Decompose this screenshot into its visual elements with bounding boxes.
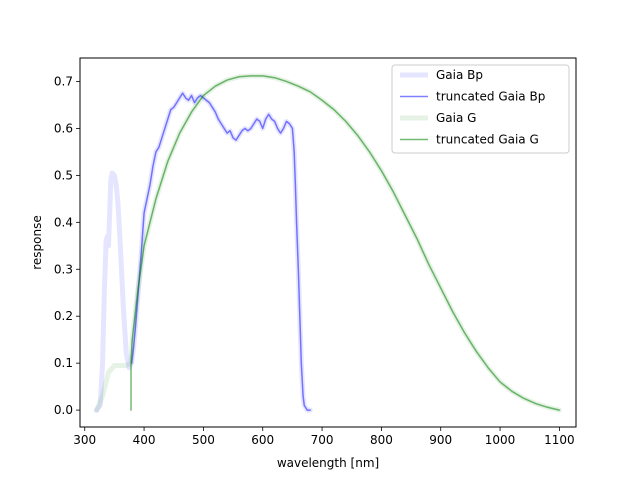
x-tick-label: 800 [370, 433, 393, 447]
legend: Gaia Bp truncated Gaia Bp Gaia G truncated … [391, 64, 570, 154]
legend-label-truncated-gaia-g: truncated Gaia G [436, 133, 539, 147]
legend-label-gaia-bp: Gaia Bp [436, 68, 483, 82]
x-tick-label: 700 [311, 433, 334, 447]
y-tick-label: 0.5 [54, 168, 73, 182]
x-tick-label: 1000 [485, 433, 516, 447]
x-tick-label: 600 [251, 433, 274, 447]
x-tick-label: 1100 [544, 433, 575, 447]
y-tick-label: 0.0 [54, 403, 73, 417]
x-tick-label: 400 [133, 433, 156, 447]
series-line-truncated-gaia-g [130, 75, 561, 411]
y-axis-label: response [30, 215, 44, 270]
y-tick-label: 0.1 [54, 356, 73, 370]
series-layer [94, 73, 562, 413]
plot-frame [79, 57, 577, 428]
x-axis-label: wavelength [nm] [277, 456, 379, 470]
y-tick-label: 0.3 [54, 262, 73, 276]
y-tick-label: 0.7 [54, 74, 73, 88]
series-line-truncated-gaia-bp [130, 92, 311, 411]
y-tick-label: 0.2 [54, 309, 73, 323]
y-axis: 0.0 0.1 0.2 0.3 0.4 0.5 0.6 0.7 [54, 74, 80, 417]
x-tick-label: 300 [73, 433, 96, 447]
x-tick-label: 500 [192, 433, 215, 447]
legend-label-truncated-gaia-bp: truncated Gaia Bp [436, 90, 545, 104]
legend-box [391, 64, 570, 154]
x-axis: 300 400 500 600 700 800 900 1000 1100 [73, 427, 575, 447]
x-tick-label: 900 [429, 433, 452, 447]
y-tick-label: 0.6 [54, 121, 73, 135]
legend-label-gaia-g: Gaia G [436, 111, 476, 125]
y-tick-label: 0.4 [54, 215, 73, 229]
